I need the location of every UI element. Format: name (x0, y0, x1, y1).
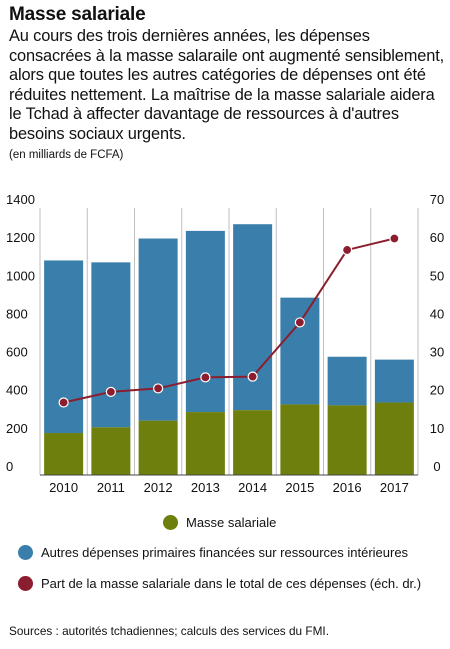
grid-lines (39, 208, 419, 475)
y-tick-label: 0 (6, 459, 13, 474)
bar-wage-bill (185, 412, 225, 475)
share-point (342, 244, 353, 256)
share-line-path (63, 237, 395, 404)
legend-label-other-spending: Autres dépenses primaires financées sur … (41, 545, 409, 560)
y2-tick-label: 20 (430, 383, 444, 398)
legend-swatch-other-spending (18, 545, 33, 560)
bar-wage-bill (233, 410, 273, 475)
y2-tick-label: 70 (430, 192, 444, 207)
y-tick-label: 800 (6, 306, 28, 321)
share-line (58, 233, 400, 408)
bar-wage-bill (44, 433, 84, 475)
y2-tick-label: 50 (430, 268, 444, 283)
unit-label: (en milliards de FCFA) (9, 149, 124, 161)
x-tick-label: 2014 (238, 480, 267, 495)
y2-tick-label: 0 (433, 459, 440, 474)
y-tick-label: 600 (6, 345, 28, 360)
bar-wage-bill (327, 405, 367, 475)
chart-title: Masse salariale (9, 4, 146, 25)
axes: 0 200 400 600 800 1000 1200 1400 0 10 20 30 40 50 60 70… (6, 192, 444, 495)
legend-label-wage-bill: Masse salariale (186, 515, 277, 530)
bar-wage-bill (91, 427, 131, 475)
bar-wage-bill (280, 404, 320, 475)
share-point (200, 372, 211, 383)
share-point (389, 233, 400, 244)
share-point (58, 397, 69, 408)
share-point (247, 371, 258, 382)
chart-area: 0 200 400 600 800 1000 1200 1400 0 10 20 30 40 50 60 70… (6, 192, 444, 495)
legend-swatch-wage-bill (163, 515, 178, 530)
x-tick-label: 2017 (380, 480, 409, 495)
x-tick-label: 2011 (97, 480, 125, 495)
legend-item-share-line: Part de la masse salariale dans le total… (18, 576, 421, 591)
share-point (294, 317, 305, 328)
y-tick-label: 1200 (6, 230, 35, 245)
bars (44, 224, 414, 475)
y2-tick-label: 40 (430, 306, 444, 321)
y-tick-label: 400 (6, 383, 28, 398)
chart-subtitle: Au cours des trois dernières années, les… (9, 27, 445, 143)
x-tick-label: 2012 (144, 480, 173, 495)
legend-item-wage-bill: Masse salariale (163, 515, 276, 530)
bar-other-spending (233, 224, 273, 411)
share-point (105, 386, 116, 397)
source-note: Sources : autorités tchadiennes; calculs… (9, 624, 329, 638)
bar-wage-bill (138, 420, 178, 475)
bar-other-spending (280, 297, 320, 405)
y2-tick-label: 60 (430, 230, 444, 245)
share-point (153, 383, 164, 394)
bar-wage-bill (374, 402, 414, 475)
bar-other-spending (91, 262, 131, 428)
x-tick-label: 2010 (49, 480, 78, 495)
bar-other-spending (374, 359, 414, 403)
x-tick-label: 2016 (333, 480, 362, 495)
y-tick-label: 1000 (6, 268, 35, 283)
legend-label-share-line: Part de la masse salariale dans le total… (41, 576, 422, 591)
bar-other-spending (327, 356, 367, 406)
x-tick-label: 2013 (191, 480, 220, 495)
legend-item-other-spending: Autres dépenses primaires financées sur … (18, 545, 408, 560)
y2-tick-label: 10 (430, 421, 444, 436)
y2-tick-label: 30 (430, 345, 444, 360)
y-tick-label: 200 (6, 421, 28, 436)
x-tick-label: 2015 (285, 480, 314, 495)
y-tick-label: 1400 (6, 192, 35, 207)
bar-other-spending (185, 230, 225, 413)
legend-swatch-share-line (18, 576, 33, 591)
